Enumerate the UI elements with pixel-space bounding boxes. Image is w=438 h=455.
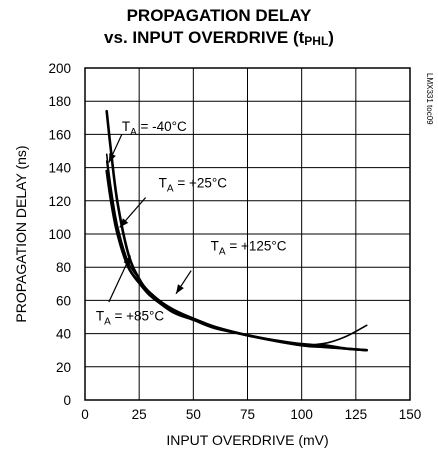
y-tick-label: 60 xyxy=(56,293,71,308)
figure-code: LMX331 toc09 xyxy=(425,73,434,125)
chart-title-line1: PROPAGATION DELAY xyxy=(126,6,312,25)
annotation-label: TA = +25°C xyxy=(159,176,228,195)
annotation-arrowhead xyxy=(176,284,184,294)
series-group xyxy=(105,109,368,352)
y-tick-label: 0 xyxy=(63,393,71,408)
chart-title-line2-main: vs. INPUT OVERDRIVE (t xyxy=(104,28,305,47)
y-tick-label: 160 xyxy=(48,127,71,142)
y-axis-label: PROPAGATION DELAY (ns) xyxy=(13,145,29,322)
y-tick-label: 200 xyxy=(48,61,71,76)
y-tick-label: 100 xyxy=(48,227,71,242)
x-tick-label: 50 xyxy=(186,407,201,422)
x-axis-label: INPUT OVERDRIVE (mV) xyxy=(166,432,328,448)
annotation-label: TA = +85°C xyxy=(96,308,165,327)
annotation-arrowhead xyxy=(123,255,131,266)
y-tick-label: 120 xyxy=(48,194,71,209)
chart-title-line2: vs. INPUT OVERDRIVE (tPHL) xyxy=(0,28,438,48)
grid xyxy=(85,68,410,400)
chart-title-subscript: PHL xyxy=(304,34,329,48)
annotation-label: TA = +125°C xyxy=(211,239,287,258)
x-tick-label: 75 xyxy=(240,407,255,422)
annotation-label: TA = -40°C xyxy=(122,119,187,138)
annotations: TA = -40°C TA = +25°C TA = +125°C TA = +85°… xyxy=(96,119,287,327)
tick-labels: 0 25 50 75 100 125 150 0 20 40 60 80 100 120 140 160 180… xyxy=(48,61,421,422)
y-tick-label: 80 xyxy=(56,260,71,275)
x-tick-label: 0 xyxy=(81,407,89,422)
plot-frame xyxy=(84,67,411,401)
series-line-3 xyxy=(105,169,368,352)
annotation-arrowhead xyxy=(108,152,116,163)
y-tick-label: 20 xyxy=(56,360,71,375)
x-tick-label: 25 xyxy=(132,407,147,422)
x-tick-label: 150 xyxy=(399,407,422,422)
y-tick-label: 180 xyxy=(48,94,71,109)
y-tick-label: 140 xyxy=(48,161,71,176)
x-tick-label: 125 xyxy=(345,407,368,422)
chart-title-line2-end: ) xyxy=(328,28,334,47)
annotation-arrowhead xyxy=(119,218,129,228)
x-tick-label: 100 xyxy=(290,407,313,422)
y-tick-label: 40 xyxy=(56,327,71,342)
